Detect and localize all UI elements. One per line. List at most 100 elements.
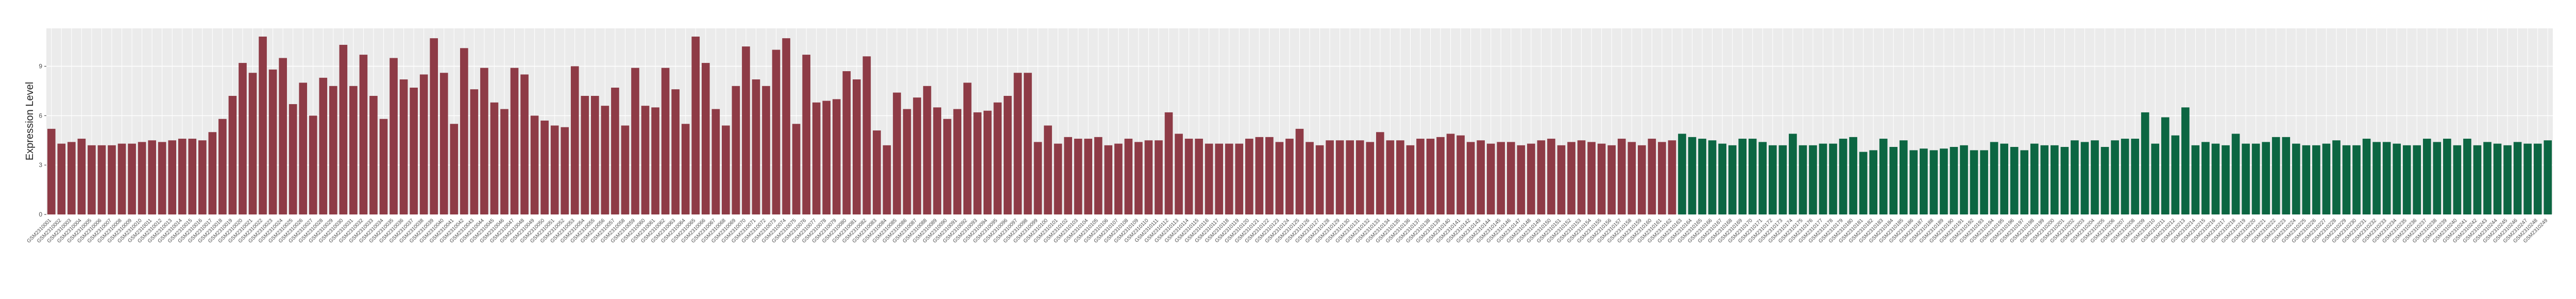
bar <box>1184 139 1193 214</box>
bar <box>2201 142 2210 214</box>
bar <box>842 71 851 214</box>
bar <box>651 107 659 214</box>
bar <box>279 58 287 214</box>
bar <box>2463 139 2471 214</box>
bar <box>1597 143 1606 214</box>
bar <box>1497 142 1505 214</box>
bar <box>631 68 639 215</box>
bar <box>430 38 438 214</box>
bar <box>480 68 488 215</box>
y-tick-label: 9 <box>39 62 42 70</box>
bar <box>1648 139 1656 214</box>
bar <box>1486 143 1495 214</box>
bar <box>963 82 972 214</box>
bar <box>1970 150 1978 214</box>
bar <box>2151 143 2160 214</box>
bar <box>832 99 841 214</box>
bar <box>1758 142 1767 214</box>
bar <box>1537 140 1546 214</box>
bar <box>460 48 468 215</box>
bar <box>1517 145 1526 214</box>
bar <box>1175 134 1183 214</box>
bar <box>711 109 720 214</box>
bar <box>611 88 619 214</box>
bar <box>410 88 418 214</box>
bar <box>762 86 770 214</box>
bar <box>1738 139 1747 214</box>
bar <box>117 143 126 214</box>
bar <box>97 145 106 214</box>
bar <box>1235 143 1244 214</box>
bar <box>329 86 337 214</box>
bar <box>1044 125 1052 214</box>
bar <box>248 73 257 214</box>
bar <box>2513 142 2522 214</box>
bar <box>1778 145 1787 214</box>
bar <box>792 124 801 214</box>
bar <box>1557 145 1566 214</box>
bar <box>601 106 609 214</box>
bar <box>1205 143 1213 214</box>
bar <box>510 68 519 215</box>
bar <box>349 86 358 214</box>
bar <box>893 92 901 214</box>
bar <box>520 74 529 214</box>
bar <box>1114 143 1123 214</box>
bar <box>1074 139 1082 214</box>
bar <box>1155 140 1163 214</box>
bar <box>701 63 710 214</box>
bar <box>953 109 962 214</box>
bar <box>389 58 398 214</box>
bar <box>1617 139 1626 214</box>
bar <box>439 73 448 214</box>
bar <box>1245 139 1253 214</box>
bar <box>570 66 579 214</box>
bar <box>1406 145 1415 214</box>
bar <box>1426 139 1435 214</box>
bar <box>1929 150 1938 214</box>
bar <box>268 69 277 215</box>
bar <box>853 79 861 214</box>
bar <box>2020 150 2029 214</box>
bar <box>973 112 982 214</box>
bar <box>57 143 66 214</box>
bar <box>2302 145 2311 214</box>
bar <box>2322 143 2331 214</box>
bar <box>339 44 348 214</box>
bar <box>2332 140 2341 214</box>
bar <box>47 128 56 214</box>
bar <box>2050 145 2059 214</box>
bar <box>621 125 630 214</box>
bar <box>2352 145 2361 214</box>
bar <box>1567 142 1575 214</box>
bar <box>1768 145 1777 214</box>
bar <box>661 68 670 215</box>
bar <box>1839 139 1848 214</box>
bar <box>2402 145 2411 214</box>
bar <box>1477 140 1485 214</box>
bar <box>1990 142 1998 214</box>
bar <box>1456 135 1465 214</box>
bar <box>299 82 308 214</box>
bar <box>138 142 146 214</box>
bar <box>1306 142 1314 214</box>
bar <box>1255 137 1264 214</box>
bar <box>490 102 499 214</box>
bar <box>2242 143 2250 214</box>
bar <box>178 139 187 214</box>
bar <box>873 130 881 214</box>
bar <box>1386 140 1395 214</box>
bar <box>2262 142 2270 214</box>
bar <box>1366 142 1375 214</box>
bar <box>1628 142 1636 214</box>
bar <box>1698 139 1706 214</box>
bar <box>2544 140 2552 214</box>
bar <box>1849 137 1857 214</box>
bar <box>2533 143 2542 214</box>
bar <box>993 102 1002 214</box>
bar <box>188 139 197 214</box>
bar <box>2231 134 2240 214</box>
bar <box>2000 143 2008 214</box>
bar <box>1265 137 1274 214</box>
